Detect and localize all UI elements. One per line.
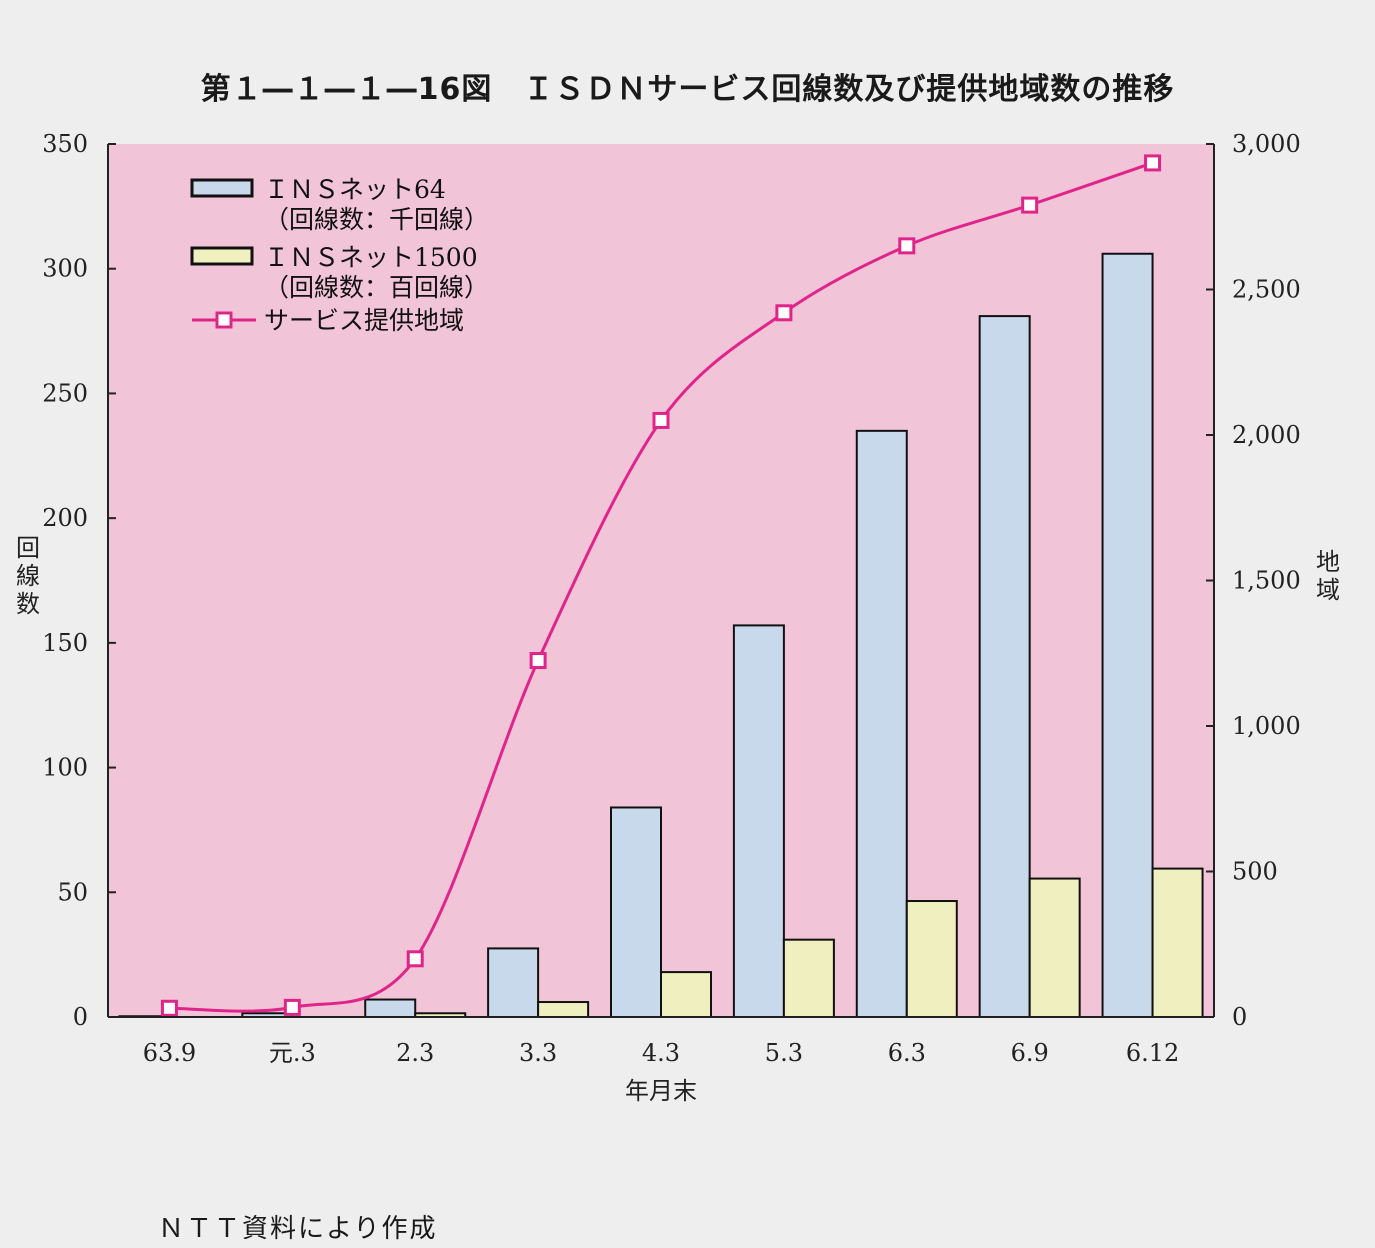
bar-ins64-5 (732, 624, 785, 1018)
region-point-2 (406, 950, 424, 968)
legend-line-marker (215, 311, 233, 329)
line-group (160, 154, 1162, 1017)
left-tick-label-4: 200 (42, 504, 88, 532)
bars-group (118, 252, 1204, 1019)
right-tick-label-1: 500 (1232, 858, 1278, 886)
legend-label-0: ＩＮＳネット64 (264, 175, 446, 204)
bar-ins1500-5 (782, 938, 835, 1018)
bar-ins1500-4 (660, 971, 712, 1018)
x-tick-label-4: 4.3 (642, 1039, 680, 1067)
left-tick-label-3: 150 (42, 629, 88, 657)
x-tick-label-7: 6.9 (1011, 1039, 1049, 1067)
region-point-0 (160, 999, 178, 1017)
left-tick-label-2: 100 (42, 754, 88, 782)
x-axis-label: 年月末 (625, 1077, 697, 1105)
y-right-axis-label: 地域 (1316, 548, 1340, 604)
y-left-axis-label-char-1: 線 (16, 562, 40, 590)
left-tick-label-0: 0 (73, 1003, 88, 1031)
region-point-1 (283, 998, 301, 1016)
legend-swatch-1 (190, 246, 254, 266)
region-point-3 (529, 652, 547, 670)
legend-sublabel-0: （回線数：千回線） (264, 205, 489, 234)
region-point-7 (1021, 196, 1039, 214)
left-tick-label-6: 300 (42, 255, 88, 283)
y-left-axis-label-char-0: 回 (16, 534, 40, 562)
legend-label-2: サービス提供地域 (264, 306, 464, 335)
region-line (169, 161, 1154, 1013)
region-point-8 (1144, 154, 1162, 172)
right-tick-label-6: 3,000 (1232, 130, 1301, 158)
bar-ins64-6 (855, 429, 908, 1019)
legend: ＩＮＳネット64（回線数：千回線） ＩＮＳネット1500（回線数：百回線） サービス… (190, 175, 489, 335)
y-left-axis-label-char-2: 数 (16, 590, 40, 618)
bar-ins64-8 (1101, 252, 1154, 1018)
x-tick-label-2: 2.3 (396, 1039, 434, 1067)
right-tick-label-4: 2,000 (1232, 421, 1301, 449)
x-tick-label-0: 63.9 (143, 1039, 196, 1067)
bar-ins1500-8 (1151, 867, 1204, 1019)
bar-ins64-3 (487, 947, 540, 1019)
source-note: ＮＴＴ資料により作成 (158, 1214, 438, 1244)
bar-ins64-4 (610, 806, 662, 1018)
axes-group: 0 50 100 150 200 250 300 350 0 500 1,000 1,500 2,000… (16, 130, 1340, 1105)
right-tick-label-5: 2,500 (1232, 276, 1301, 304)
bar-ins1500-6 (905, 900, 958, 1018)
x-tick-label-6: 6.3 (888, 1039, 926, 1067)
left-tick-label-5: 250 (42, 379, 88, 407)
left-tick-label-7: 350 (42, 130, 88, 158)
region-point-5 (775, 304, 793, 322)
region-point-4 (652, 411, 670, 429)
bar-ins1500-7 (1028, 877, 1081, 1018)
y-left-axis-label: 回線数 (16, 534, 40, 618)
left-tick-label-1: 50 (57, 878, 88, 906)
legend-swatch-0 (190, 178, 254, 198)
x-tick-label-3: 3.3 (519, 1039, 557, 1067)
x-tick-label-8: 6.12 (1126, 1039, 1179, 1067)
bar-ins64-2 (364, 998, 417, 1018)
right-tick-label-2: 1,000 (1232, 712, 1301, 740)
legend-label-1: ＩＮＳネット1500 (264, 243, 478, 272)
right-tick-label-3: 1,500 (1232, 567, 1301, 595)
x-tick-label-1: 元.3 (269, 1039, 316, 1067)
region-point-6 (898, 237, 916, 255)
y-right-axis-label-char-1: 域 (1316, 576, 1340, 604)
right-tick-label-0: 0 (1232, 1003, 1247, 1031)
x-tick-label-5: 5.3 (765, 1039, 803, 1067)
legend-sublabel-1: （回線数：百回線） (264, 273, 489, 302)
y-right-axis-label-char-0: 地 (1316, 548, 1340, 576)
bar-ins1500-3 (537, 1001, 590, 1019)
chart-title: 第１―１―１―16図 ＩＳＤＮサービス回線数及び提供地域数の推移 (200, 72, 1175, 107)
bar-ins64-7 (978, 315, 1031, 1018)
